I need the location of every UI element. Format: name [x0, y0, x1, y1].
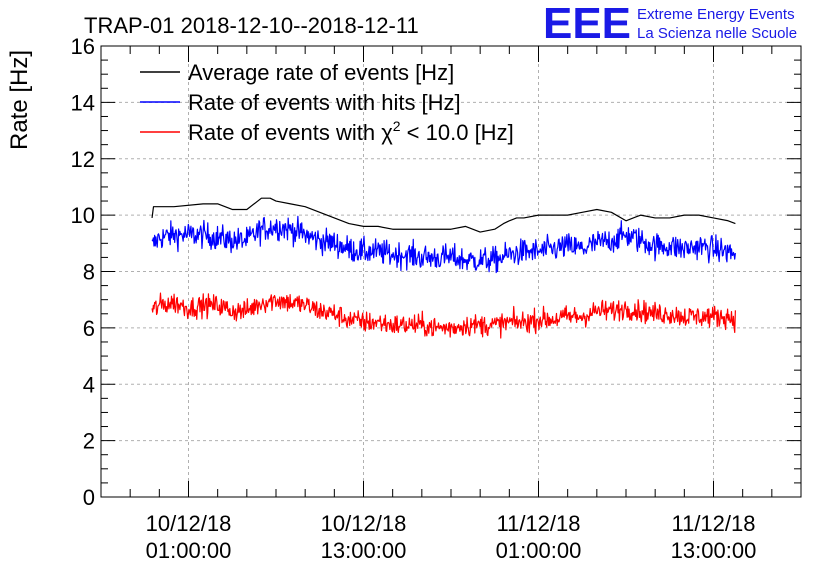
y-tick-label: 16 [71, 34, 95, 59]
y-tick-label: 14 [71, 90, 95, 115]
y-tick-label: 10 [71, 203, 95, 228]
x-tick-date: 11/12/18 [496, 511, 580, 536]
y-tick-label: 4 [83, 372, 95, 397]
x-tick-time: 13:00:00 [321, 538, 407, 563]
x-tick-time: 01:00:00 [146, 538, 232, 563]
series-line-1 [151, 215, 736, 274]
eee-logo-line2: La Scienza nelle Scuole [637, 25, 797, 42]
x-tick-date: 10/12/18 [146, 511, 232, 536]
axes: 024681012141610/12/1801:00:0010/12/1813:… [71, 34, 801, 563]
y-tick-label: 0 [83, 485, 95, 510]
y-axis-label: Rate [Hz] [6, 50, 33, 150]
legend-label: Rate of events with χ2 < 10.0 [Hz] [188, 118, 514, 145]
eee-logo-mark: EEE [543, 0, 631, 48]
x-tick-time: 13:00:00 [671, 538, 757, 563]
data-series [151, 197, 736, 339]
y-tick-label: 6 [83, 316, 95, 341]
chart-title: TRAP-01 2018-12-10--2018-12-11 [84, 13, 419, 38]
series-line-2 [151, 292, 736, 339]
x-tick-time: 01:00:00 [496, 538, 582, 563]
y-tick-label: 12 [71, 147, 95, 172]
legend: Average rate of events [Hz] Rate of event… [140, 60, 514, 145]
x-tick-date: 10/12/18 [321, 511, 407, 536]
y-tick-label: 2 [83, 429, 95, 454]
x-tick-date: 11/12/18 [671, 511, 755, 536]
y-tick-label: 8 [83, 260, 95, 285]
legend-label: Average rate of events [Hz] [188, 60, 454, 85]
eee-logo: EEE Extreme Energy Events La Scienza nel… [543, 0, 797, 48]
series-line-0 [151, 197, 736, 233]
eee-logo-line1: Extreme Energy Events [637, 6, 795, 23]
legend-label: Rate of events with hits [Hz] [188, 90, 461, 115]
